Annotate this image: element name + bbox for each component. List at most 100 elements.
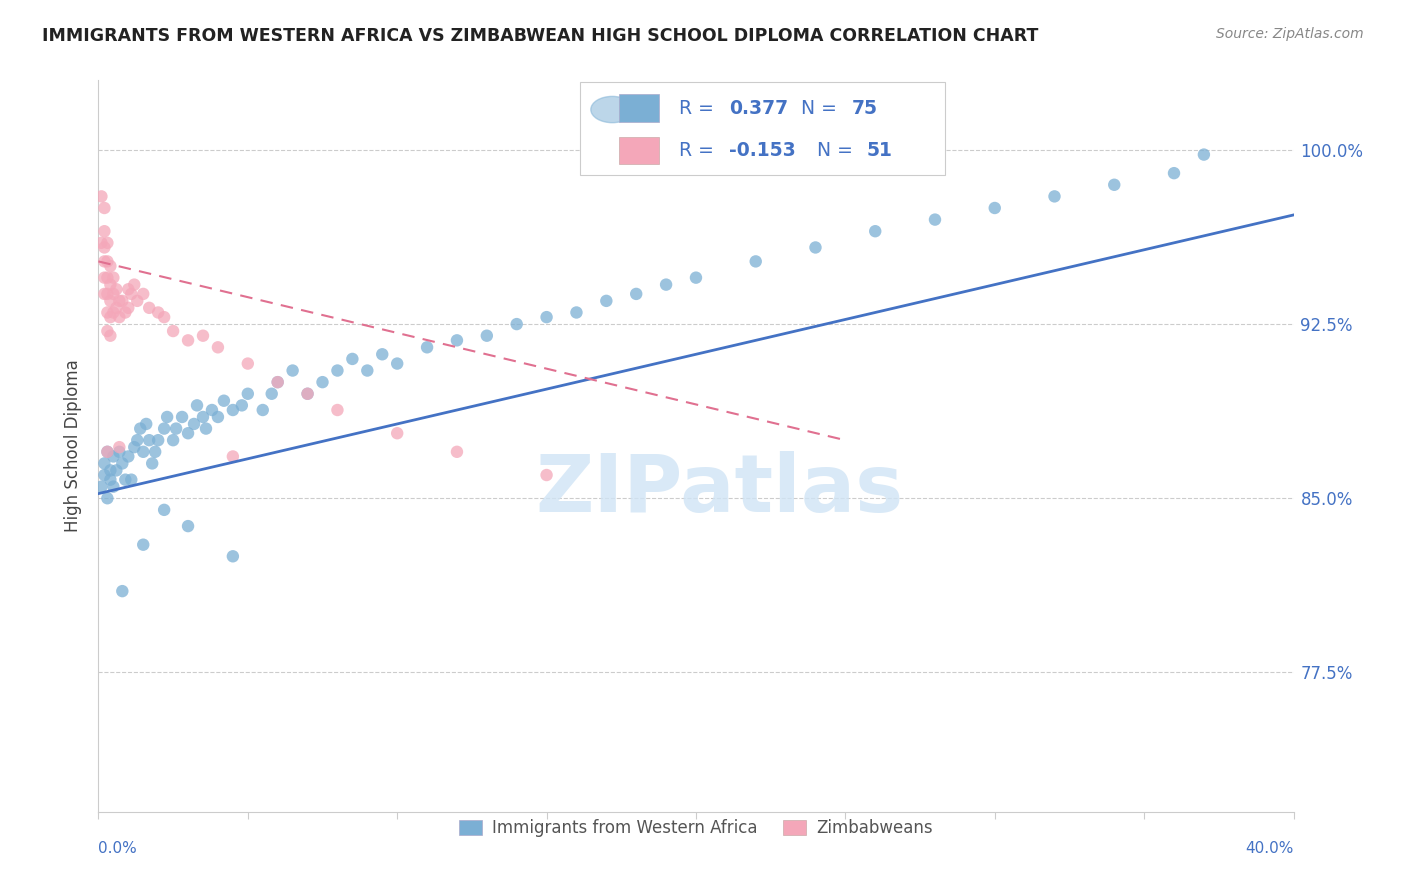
Point: [297, 386, 319, 401]
Point: [207, 340, 229, 354]
Point: [153, 310, 176, 325]
Point: [117, 282, 139, 296]
Text: N =: N =: [817, 141, 859, 160]
Point: [177, 519, 200, 533]
Point: [141, 457, 163, 471]
Point: [103, 450, 125, 464]
Point: [90, 189, 112, 203]
Point: [236, 357, 259, 371]
Point: [93, 240, 115, 254]
Point: [90, 480, 112, 494]
Point: [93, 224, 115, 238]
Text: 75: 75: [852, 99, 877, 119]
Point: [371, 347, 394, 361]
Point: [96, 445, 118, 459]
Text: ZIPatlas: ZIPatlas: [536, 450, 904, 529]
Text: Source: ZipAtlas.com: Source: ZipAtlas.com: [1216, 27, 1364, 41]
Point: [804, 240, 827, 254]
Point: [201, 403, 224, 417]
Point: [132, 286, 155, 301]
Point: [120, 286, 142, 301]
Legend: Immigrants from Western Africa, Zimbabweans: Immigrants from Western Africa, Zimbabwe…: [453, 813, 939, 844]
Point: [98, 259, 122, 273]
Point: [153, 503, 176, 517]
Point: [105, 463, 128, 477]
Bar: [620, 136, 659, 164]
Text: 51: 51: [868, 141, 893, 160]
Point: [105, 301, 128, 315]
Point: [222, 403, 245, 417]
Point: [260, 386, 283, 401]
FancyBboxPatch shape: [581, 82, 945, 176]
Point: [138, 301, 160, 315]
Point: [98, 277, 122, 292]
Point: [207, 409, 229, 424]
Point: [416, 340, 439, 354]
Point: [103, 286, 125, 301]
Point: [231, 398, 253, 412]
Point: [93, 254, 115, 268]
Point: [143, 445, 166, 459]
Point: [117, 301, 139, 315]
Point: [191, 409, 214, 424]
Point: [148, 305, 170, 319]
Point: [311, 375, 333, 389]
Point: [93, 270, 115, 285]
Point: [446, 445, 468, 459]
Point: [191, 328, 214, 343]
Point: [117, 450, 139, 464]
Point: [135, 417, 157, 431]
Point: [626, 286, 648, 301]
Point: [1104, 178, 1126, 192]
Point: [475, 328, 498, 343]
Point: [595, 293, 617, 308]
Point: [153, 421, 176, 435]
Point: [138, 433, 160, 447]
Point: [96, 235, 118, 250]
Text: 40.0%: 40.0%: [1246, 841, 1294, 856]
Text: 0.377: 0.377: [730, 99, 789, 119]
Point: [111, 293, 134, 308]
Point: [103, 270, 125, 285]
Point: [96, 445, 118, 459]
Point: [98, 473, 122, 487]
Point: [297, 386, 319, 401]
Point: [93, 468, 115, 483]
Text: 0.0%: 0.0%: [98, 841, 138, 856]
Point: [183, 417, 205, 431]
Point: [446, 334, 468, 348]
Point: [127, 293, 149, 308]
Point: [252, 403, 274, 417]
Point: [165, 421, 187, 435]
Point: [685, 270, 707, 285]
Point: [93, 457, 115, 471]
Point: [127, 433, 149, 447]
Point: [96, 270, 118, 285]
Point: [103, 305, 125, 319]
Point: [506, 317, 529, 331]
Text: N =: N =: [801, 99, 844, 119]
Point: [96, 286, 118, 301]
Point: [105, 282, 128, 296]
Point: [745, 254, 768, 268]
Point: [114, 473, 136, 487]
Point: [212, 393, 235, 408]
Point: [132, 445, 155, 459]
Point: [186, 398, 208, 412]
Point: [177, 426, 200, 441]
Circle shape: [591, 96, 634, 123]
Point: [1043, 189, 1066, 203]
Point: [108, 310, 131, 325]
Point: [111, 584, 134, 599]
Point: [103, 480, 125, 494]
Point: [98, 310, 122, 325]
Point: [96, 305, 118, 319]
Point: [267, 375, 290, 389]
Point: [98, 328, 122, 343]
Point: [655, 277, 678, 292]
Point: [342, 351, 364, 366]
Point: [222, 549, 245, 564]
Point: [385, 357, 409, 371]
Point: [93, 201, 115, 215]
Point: [536, 468, 558, 483]
